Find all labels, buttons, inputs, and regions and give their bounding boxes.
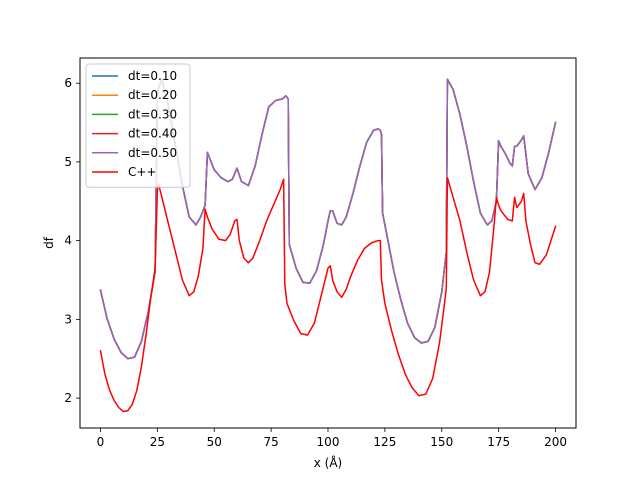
x-tick-label: 25 [150, 435, 165, 449]
x-tick-label: 0 [97, 435, 105, 449]
x-tick-label: 200 [544, 435, 567, 449]
x-axis-label: x (Å) [314, 455, 343, 470]
x-tick-label: 50 [207, 435, 222, 449]
x-tick-label: 150 [430, 435, 453, 449]
legend: dt=0.10 dt=0.20 dt=0.30 dt=0.40 dt=0.50 C++ [85, 63, 191, 188]
y-tick-label: 3 [64, 312, 72, 326]
y-tick-label: 4 [64, 234, 72, 248]
legend-label: dt=0.40 [128, 127, 177, 141]
legend-label: dt=0.50 [128, 146, 177, 160]
legend-label: dt=0.30 [128, 107, 177, 121]
series-layer [99, 78, 557, 413]
legend-label: dt=0.10 [128, 69, 177, 83]
series-line-5 [99, 176, 557, 413]
y-tick-label: 5 [64, 155, 72, 169]
y-axis-label: df [42, 236, 56, 249]
y-tick-label: 2 [64, 391, 72, 405]
x-tick-label: 75 [263, 435, 278, 449]
x-tick-label: 175 [487, 435, 510, 449]
y-axis: 2 3 4 5 6 [64, 76, 80, 405]
legend-label: C++ [128, 165, 157, 179]
y-tick-label: 6 [64, 76, 72, 90]
legend-label: dt=0.20 [128, 88, 177, 102]
x-tick-label: 100 [317, 435, 340, 449]
series-line-4 [99, 78, 557, 360]
x-tick-label: 125 [373, 435, 396, 449]
x-axis: 0 25 50 75 100 125 150 175 200 [97, 428, 567, 449]
